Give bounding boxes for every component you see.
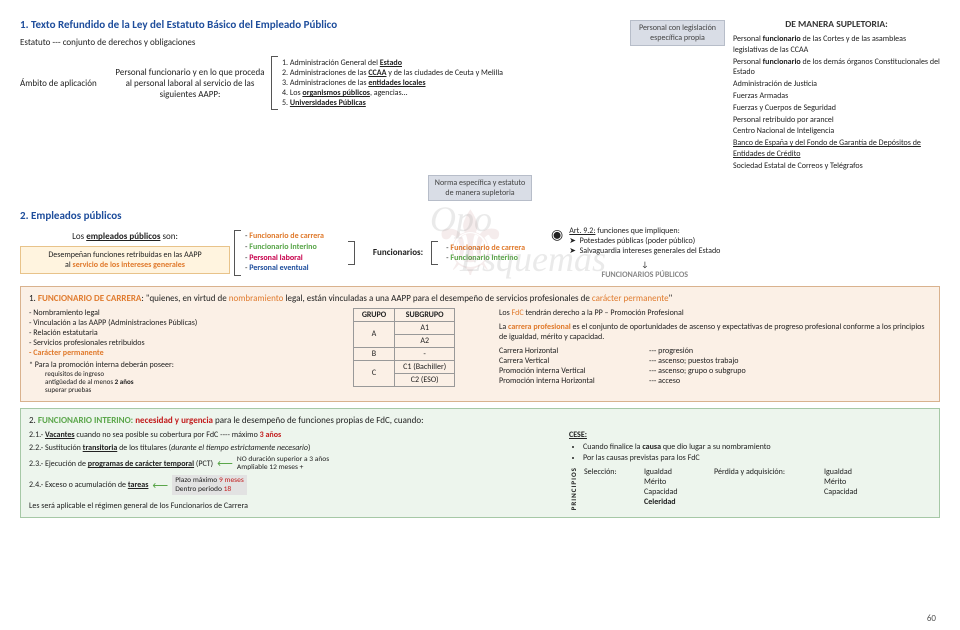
fdc-foot-items: requisitos de ingreso antigüedad de al m…: [29, 370, 309, 395]
fi-left: 2.1.- Vacantes cuando no sea posible su …: [29, 430, 569, 512]
fdc-list: Nombramiento legal Vinculación a las AAP…: [29, 308, 309, 358]
grupo-table: GRUPOSUBGRUPO AA1 A2 B- CC1 (Bachiller) …: [353, 308, 455, 387]
ambito-label: Ámbito de aplicación: [20, 78, 115, 89]
pill-legislacion: Personal con legislaciónespecífica propi…: [630, 20, 725, 46]
ambito-mid: Personal funcionario y en lo que proceda…: [115, 67, 265, 100]
fdc-title: 1. FUNCIONARIO DE CARRERA: "quienes, en …: [29, 293, 931, 304]
ambito-row: Ámbito de aplicación Personal funcionari…: [20, 56, 630, 110]
supl-list: Personal funcionario de las Cortes y de …: [733, 34, 940, 172]
empleados-row: Los empleados públicos son: Desempeñan f…: [20, 226, 940, 280]
pill-supletoria: Norma específica y estatutode manera sup…: [428, 175, 532, 201]
fdc-box: 1. FUNCIONARIO DE CARRERA: "quienes, en …: [20, 286, 940, 402]
supl-title: DE MANERA SUPLETORIA:: [733, 18, 940, 30]
document-page: ⚜ Opo Esquemas 1. Texto Refundido de la …: [0, 0, 960, 630]
principios-label: PRINCIPIOS: [569, 467, 578, 510]
fi-right: CESE: Cuando finalice la causa que dio l…: [569, 430, 931, 512]
fdc-right: Los FdC tendrán derecho a la PP – Promoc…: [499, 308, 931, 395]
bracket-icon: [271, 56, 278, 110]
eye-icon: ◉: [551, 226, 563, 243]
aapp-list: 1. Administración General del Estado 2. …: [282, 58, 503, 108]
empleados-label: Los empleados públicos son:: [20, 231, 230, 242]
section-1-title: 1. Texto Refundido de la Ley del Estatut…: [20, 18, 630, 31]
art-block: ◉ Art. 9.2: funciones que impliquen: ➤ P…: [525, 226, 940, 280]
arrow-icon: ⟵: [152, 479, 168, 492]
bracket-icon: [431, 241, 438, 265]
empleados-box: Desempeñan funciones retribuidas en las …: [20, 246, 230, 274]
arrow-icon: ⟵: [217, 457, 233, 470]
section-1: 1. Texto Refundido de la Ley del Estatut…: [20, 18, 940, 173]
estatuto-line: Estatuto --- conjunto de derechos y obli…: [20, 37, 630, 48]
fi-title: 2. FUNCIONARIO INTERINO: necesidad y urg…: [29, 415, 931, 426]
page-number: 60: [927, 613, 936, 624]
funcionarios-label: Funcionarios:: [373, 247, 423, 258]
section-2-title: 2. Empleados públicos: [20, 209, 940, 222]
emp-types: - Funcionario de carrera - Funcionario I…: [245, 231, 324, 274]
bracket-icon: [234, 230, 241, 276]
bracket-icon: [348, 241, 355, 265]
func-types: - Funcionario de carrera - Funcionario I…: [446, 243, 525, 263]
fi-box: 2. FUNCIONARIO INTERINO: necesidad y urg…: [20, 408, 940, 519]
